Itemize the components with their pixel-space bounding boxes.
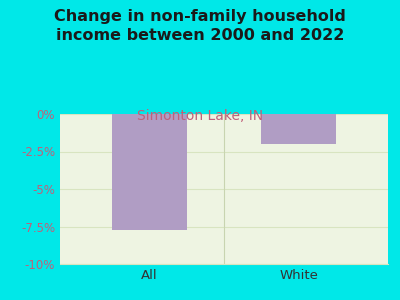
Bar	[261, 114, 336, 144]
Bar	[112, 114, 187, 230]
Text: Simonton Lake, IN: Simonton Lake, IN	[137, 110, 263, 124]
Text: Change in non-family household
income between 2000 and 2022: Change in non-family household income be…	[54, 9, 346, 43]
